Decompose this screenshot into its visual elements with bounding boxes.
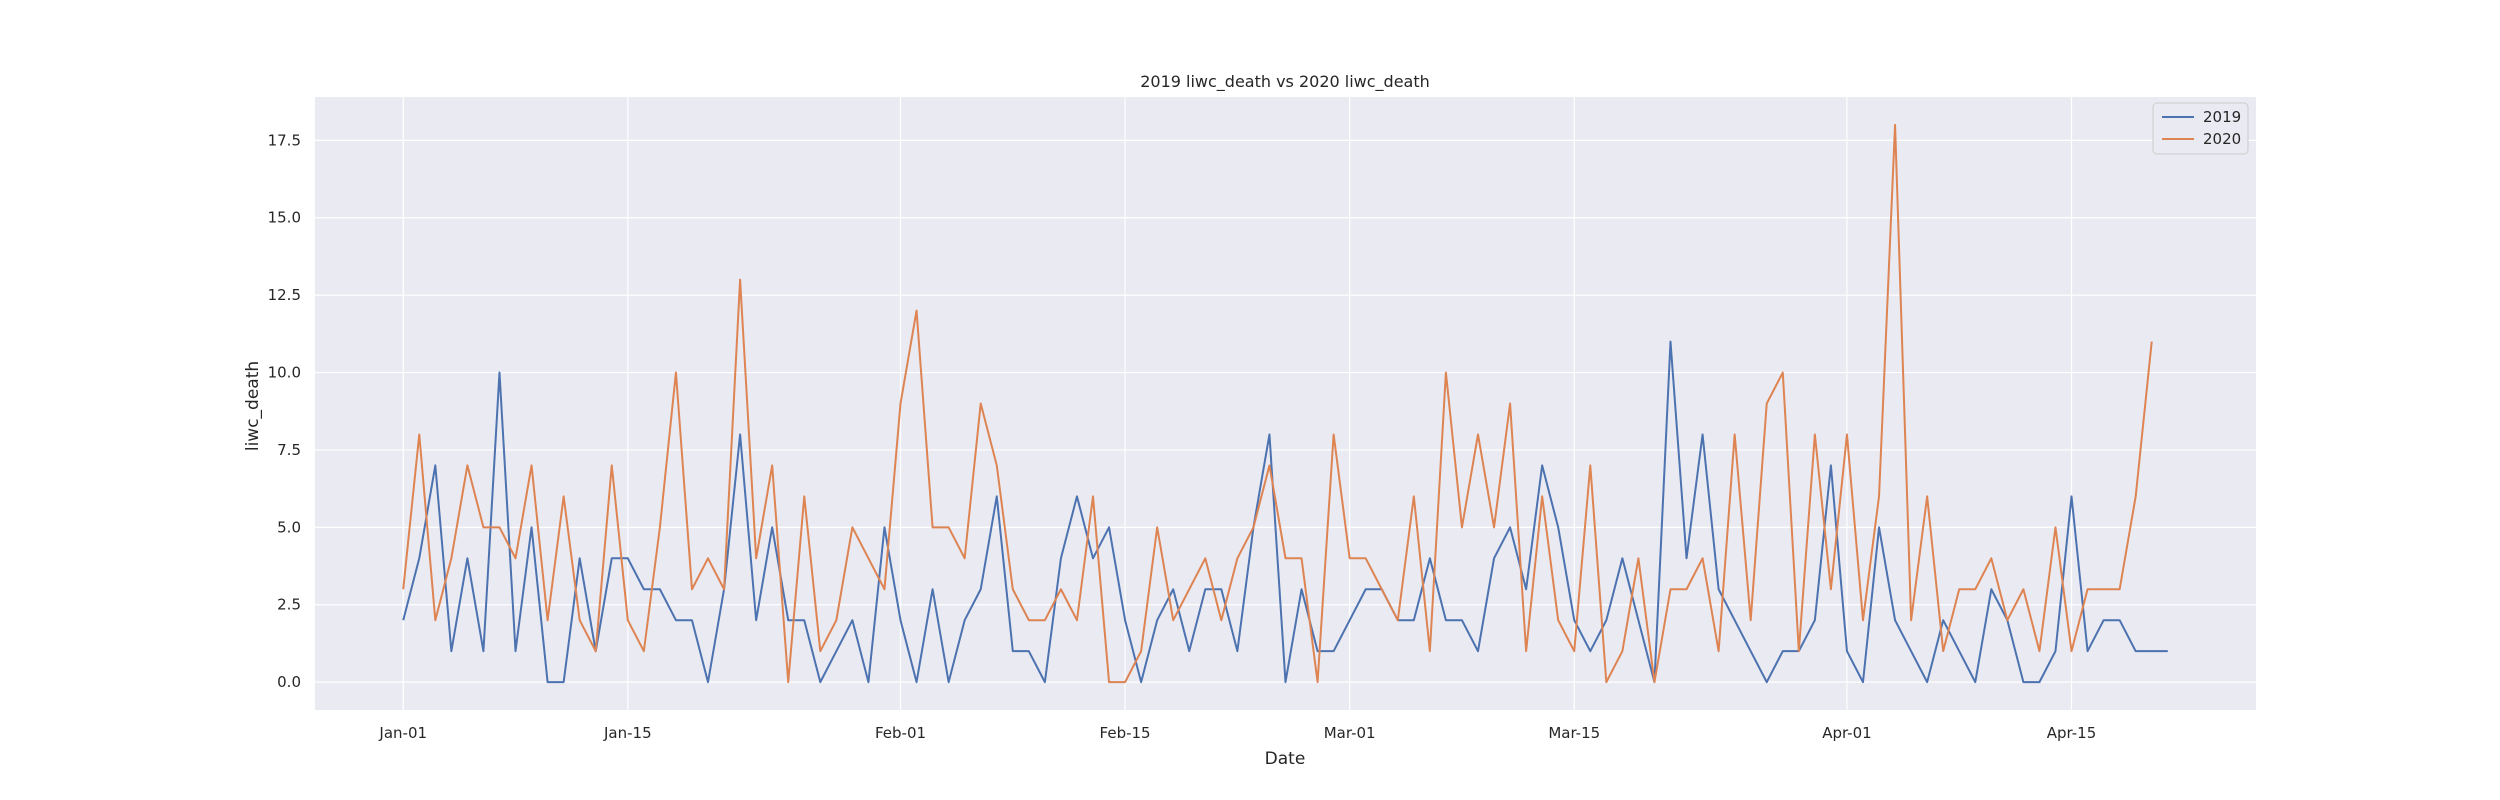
legend-label-2019: 2019 — [2203, 108, 2241, 126]
y-tick-label: 7.5 — [277, 441, 301, 459]
legend-label-2020: 2020 — [2203, 130, 2241, 148]
x-tick-label: Feb-15 — [1100, 724, 1151, 742]
x-tick-label: Apr-01 — [1822, 724, 1872, 742]
tick-labels: Jan-01 Jan-15 Feb-01 Feb-15 Mar-01 Mar-15 Apr-… — [268, 131, 2097, 742]
series-lines — [402, 123, 2168, 684]
x-tick-label: Mar-01 — [1324, 724, 1376, 742]
x-tick-label: Apr-15 — [2047, 724, 2097, 742]
x-tick-label: Jan-01 — [378, 724, 427, 742]
plot-background — [315, 97, 2256, 710]
y-tick-label: 5.0 — [277, 518, 301, 536]
grid — [315, 97, 2256, 710]
y-tick-label: 17.5 — [268, 131, 301, 149]
y-tick-label: 10.0 — [268, 364, 301, 382]
legend: 2019 2020 — [2152, 102, 2249, 155]
x-axis-label: Date — [1265, 749, 1306, 769]
x-tick-label: Jan-15 — [603, 724, 652, 742]
series-line-2020 — [402, 123, 2153, 684]
x-tick-label: Feb-01 — [875, 724, 926, 742]
y-tick-label: 12.5 — [268, 286, 301, 304]
y-axis-label: liwc_death — [243, 361, 263, 451]
chart-title: 2019 liwc_death vs 2020 liwc_death — [1140, 72, 1430, 92]
y-tick-label: 15.0 — [268, 209, 301, 227]
y-tick-label: 0.0 — [277, 673, 301, 691]
y-tick-label: 2.5 — [277, 596, 301, 614]
series-line-2019 — [402, 340, 2168, 684]
x-tick-label: Mar-15 — [1548, 724, 1600, 742]
legend-box — [2152, 102, 2249, 155]
